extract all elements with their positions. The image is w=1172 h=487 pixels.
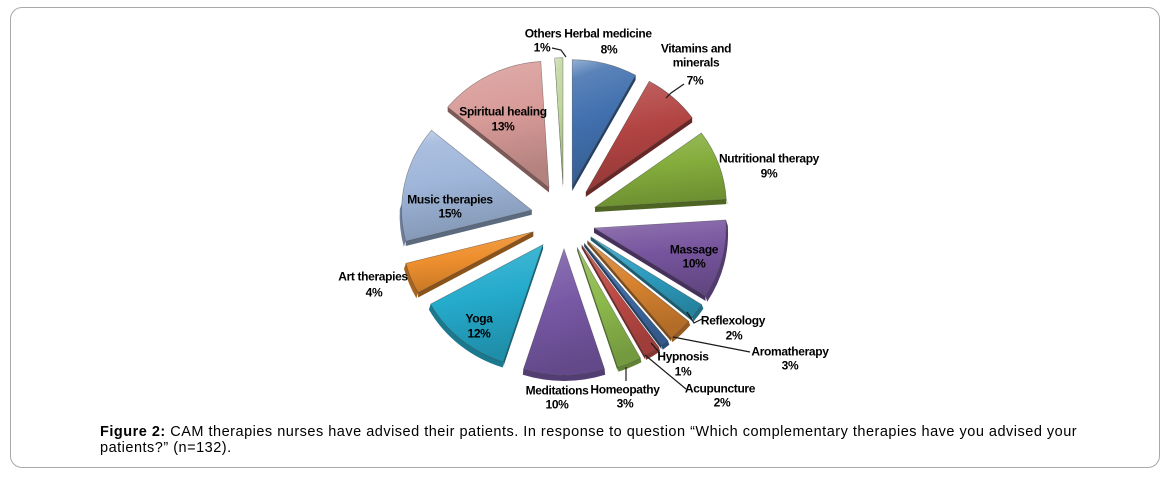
svg-text:4%: 4% — [366, 285, 383, 299]
svg-text:Reflexology: Reflexology — [701, 313, 766, 327]
svg-text:3%: 3% — [782, 358, 799, 372]
svg-text:9%: 9% — [761, 166, 778, 180]
svg-text:Aromatherapy: Aromatherapy — [751, 344, 829, 358]
svg-text:Meditations: Meditations — [526, 383, 589, 397]
svg-text:13%: 13% — [492, 119, 516, 133]
svg-text:Others: Others — [525, 26, 562, 40]
svg-text:Herbal medicine: Herbal medicine — [564, 26, 652, 40]
svg-text:10%: 10% — [546, 397, 570, 411]
svg-text:2%: 2% — [714, 395, 731, 409]
svg-text:12%: 12% — [468, 326, 492, 340]
svg-text:Music therapies: Music therapies — [407, 192, 493, 206]
svg-text:Nutritional therapy: Nutritional therapy — [719, 151, 820, 165]
svg-text:8%: 8% — [601, 42, 618, 56]
svg-text:7%: 7% — [687, 73, 704, 87]
svg-text:minerals: minerals — [673, 55, 720, 69]
svg-text:2%: 2% — [726, 328, 743, 342]
svg-text:Hypnosis: Hypnosis — [657, 349, 709, 363]
svg-text:Massage: Massage — [670, 242, 719, 256]
svg-text:1%: 1% — [534, 40, 551, 54]
svg-text:Yoga: Yoga — [465, 311, 493, 325]
svg-text:Vitamins and: Vitamins and — [661, 41, 731, 55]
svg-text:1%: 1% — [675, 364, 692, 378]
svg-text:10%: 10% — [683, 256, 707, 270]
svg-text:Acupuncture: Acupuncture — [685, 381, 756, 395]
svg-text:Spiritual healing: Spiritual healing — [459, 104, 546, 118]
svg-text:3%: 3% — [617, 396, 634, 410]
svg-text:Art therapies: Art therapies — [338, 269, 408, 283]
svg-text:15%: 15% — [439, 206, 463, 220]
svg-text:Homeopathy: Homeopathy — [590, 382, 660, 396]
